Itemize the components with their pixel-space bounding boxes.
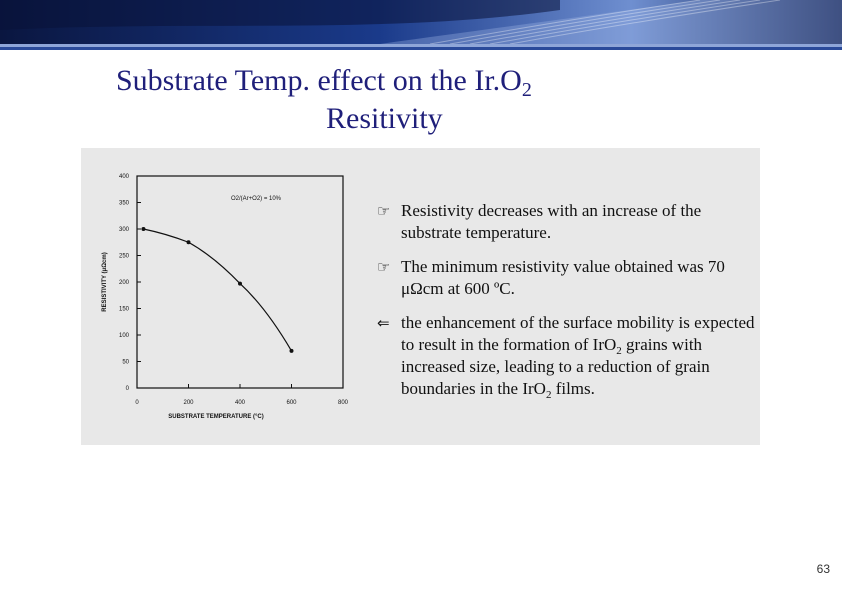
y-tick-label: 50 bbox=[122, 360, 129, 366]
data-point bbox=[238, 281, 242, 286]
data-point bbox=[289, 348, 294, 353]
slide-title: Substrate Temp. effect on the Ir.O2 Resi… bbox=[60, 62, 720, 138]
y-tick-label: 250 bbox=[119, 254, 130, 260]
y-tick-label: 300 bbox=[119, 227, 130, 233]
left-arrow-icon: ⇐ bbox=[377, 314, 390, 332]
pointing-hand-icon: ☞ bbox=[377, 258, 391, 276]
slide-title-line1: Substrate Temp. effect on the Ir.O2 bbox=[116, 64, 532, 101]
note-text: The minimum resistivity value obtained w… bbox=[401, 257, 725, 298]
y-tick-label: 200 bbox=[119, 280, 130, 286]
series-line bbox=[143, 228, 293, 352]
note-item: ☞ The minimum resistivity value obtained… bbox=[377, 256, 757, 300]
page-number: 63 bbox=[816, 562, 830, 576]
resistivity-chart: 0 50 100 150 200 250 300 350 400 0 200 400 600 800 SUB… bbox=[102, 174, 349, 420]
y-tick-label: 150 bbox=[119, 307, 130, 313]
x-tick-label: 200 bbox=[183, 400, 194, 406]
x-axis-label: SUBSTRATE TEMPERATURE (°C) bbox=[168, 414, 264, 420]
y-tick-label: 0 bbox=[126, 386, 130, 392]
notes-list: ☞ Resistivity decreases with an increase… bbox=[377, 200, 757, 412]
note-text: the enhancement of the surface mobility … bbox=[401, 313, 755, 401]
y-tick-label: 400 bbox=[119, 174, 130, 180]
y-tick-label: 350 bbox=[119, 201, 130, 207]
slide-title-line2: Resitivity bbox=[326, 102, 443, 135]
data-point bbox=[141, 227, 146, 231]
figure-panel: 0 50 100 150 200 250 300 350 400 0 200 400 600 800 SUB… bbox=[81, 148, 760, 445]
x-tick-label: 0 bbox=[135, 400, 139, 406]
x-tick-label: 600 bbox=[286, 400, 297, 406]
data-point bbox=[186, 240, 191, 245]
note-item: ☞ Resistivity decreases with an increase… bbox=[377, 200, 757, 244]
note-text: Resistivity decreases with an increase o… bbox=[401, 201, 702, 242]
note-item: ⇐ the enhancement of the surface mobilit… bbox=[377, 312, 757, 401]
chart-annotation: O2/(Ar+O2) = 10% bbox=[231, 196, 282, 202]
y-tick-label: 100 bbox=[119, 333, 130, 339]
x-tick-label: 800 bbox=[338, 400, 349, 406]
header-banner bbox=[0, 0, 842, 50]
y-axis-label: RESISTIVITY (μΩcm) bbox=[102, 252, 108, 311]
pointing-hand-icon: ☞ bbox=[377, 202, 391, 220]
x-tick-label: 400 bbox=[235, 400, 246, 406]
